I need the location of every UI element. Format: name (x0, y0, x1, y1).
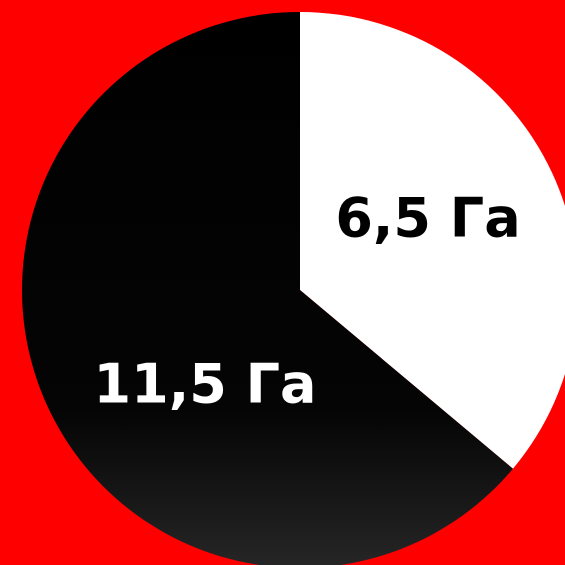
slice-label-11-5-ha: 11,5 Га (94, 353, 317, 416)
pie-slice-11-5-ha (22, 12, 513, 565)
pie-slice-6-5-ha (300, 12, 565, 469)
slice-label-6-5-ha: 6,5 Га (335, 187, 520, 250)
